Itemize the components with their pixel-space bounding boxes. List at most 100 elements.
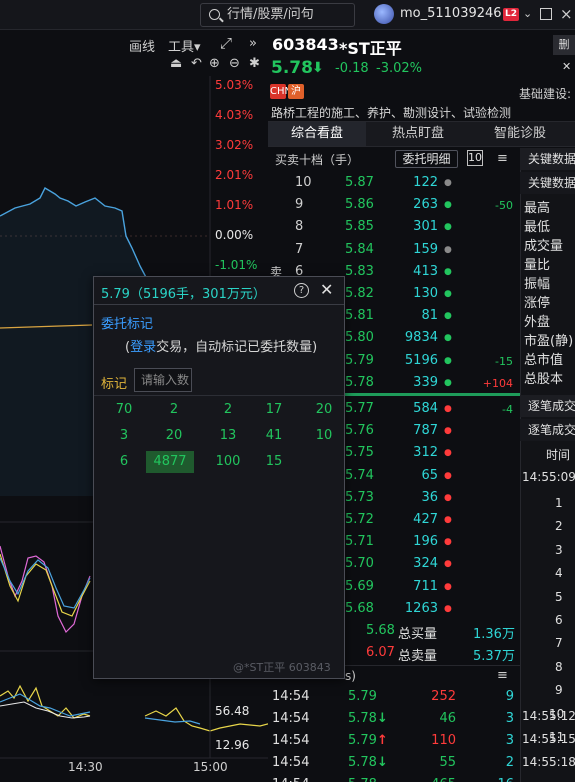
ten-levels-button[interactable]: 10: [467, 150, 483, 166]
avg-price-line: [0, 324, 93, 329]
eject-icon[interactable]: ⏏: [170, 56, 183, 71]
ask-row[interactable]: 7 5.84 159 ●: [268, 239, 520, 261]
stock-name: *ST正平: [339, 39, 402, 58]
bid-row[interactable]: 5.70 324 ●: [268, 553, 520, 575]
total-sell-label: 总卖量: [398, 649, 438, 664]
order-dot-icon: ●: [444, 404, 452, 414]
key-data-header[interactable]: 关键数据: [520, 148, 575, 170]
side-tab[interactable]: 删: [553, 35, 575, 55]
search-icon: [209, 9, 220, 20]
split-cell[interactable]: 2: [223, 402, 233, 417]
order-dot-icon: ●: [444, 377, 452, 388]
avatar[interactable]: [374, 4, 394, 24]
split-cell[interactable]: 41: [265, 428, 283, 443]
bid-ask-divider: [287, 393, 520, 396]
ask-row[interactable]: 6 5.83 413 ●: [268, 261, 520, 283]
tab-hotspot[interactable]: 热点盯盘: [391, 126, 444, 141]
key-data-label: 市盈(静): [524, 334, 574, 349]
expand-icon[interactable]: ⤢: [220, 34, 233, 52]
login-link[interactable]: 登录: [130, 340, 157, 355]
split-cell[interactable]: 3: [119, 428, 129, 443]
tab-overview[interactable]: 综合看盘: [268, 122, 366, 146]
split-cell[interactable]: 15: [265, 454, 283, 469]
split-cell[interactable]: 13: [219, 428, 237, 443]
popup-close-button[interactable]: ✕: [320, 280, 334, 299]
volume-delta: -4: [502, 403, 513, 416]
ask-row[interactable]: 8 5.85 301 ●: [268, 216, 520, 238]
more-icon[interactable]: »: [249, 36, 257, 51]
ask-row[interactable]: 9 5.86 263 ● -50: [268, 194, 520, 216]
market-badges: CHN 沪: [268, 82, 575, 102]
trades-header: s) ≡: [268, 665, 520, 687]
undo-icon[interactable]: ↶: [191, 56, 202, 71]
bid-row[interactable]: 5.76 787 ●: [268, 420, 520, 442]
draw-line-button[interactable]: 画线: [129, 40, 156, 55]
ask-row[interactable]: 10 5.87 122 ●: [268, 172, 520, 194]
search-placeholder: 行情/股票/问句: [227, 7, 314, 22]
order-detail-button[interactable]: 委托明细: [395, 150, 458, 168]
order-dot-icon: ●: [444, 559, 452, 570]
order-volume: 36: [421, 489, 438, 505]
bid-row[interactable]: 5.75 312 ●: [268, 442, 520, 464]
settings-icon[interactable]: ✱: [249, 56, 260, 71]
split-cell[interactable]: 100: [215, 454, 241, 469]
split-cell[interactable]: 6: [119, 454, 129, 469]
order-dot-icon: ●: [444, 222, 452, 233]
bid-row[interactable]: 5.71 196 ●: [268, 531, 520, 553]
order-volume: 65: [421, 467, 438, 483]
order-price: 5.79: [345, 352, 374, 368]
side-collapse-icon[interactable]: ✕: [562, 60, 572, 73]
tick-trades-header[interactable]: 逐笔成交: [520, 395, 575, 417]
chevron-down-icon[interactable]: ⌄: [523, 7, 533, 20]
order-price: 5.83: [345, 263, 374, 279]
order-volume: 130: [413, 286, 438, 301]
zoom-out-icon[interactable]: ⊖: [229, 56, 240, 71]
tick-trades-subheader: 逐笔成交: [520, 419, 575, 441]
close-icon[interactable]: ×: [560, 5, 573, 23]
sector-label[interactable]: 基础建设:: [519, 87, 572, 101]
search-input[interactable]: 行情/股票/问句: [200, 3, 355, 27]
key-data-label: 最高: [524, 201, 551, 216]
tools-menu-button[interactable]: 工具▾: [168, 40, 201, 55]
level-number: 9: [295, 197, 304, 213]
total-buy-row: 5.68 总买量 1.36万: [268, 620, 520, 642]
bid-row[interactable]: 5.74 65 ●: [268, 465, 520, 487]
username[interactable]: mo_511039246: [400, 6, 502, 21]
tab-diagnosis[interactable]: 智能诊股: [493, 126, 546, 141]
split-cell[interactable]: 20: [315, 402, 333, 417]
help-icon[interactable]: ?: [294, 283, 309, 298]
mark-label: 标记: [101, 377, 128, 392]
key-data-label: 总市值: [524, 353, 564, 368]
level-number: 8: [295, 219, 304, 235]
tick-row-number: 1: [555, 496, 563, 510]
bid-row[interactable]: 5.69 711 ●: [268, 576, 520, 598]
order-volume: 584: [413, 401, 438, 416]
order-volume: 81: [421, 308, 438, 324]
popup-separator-2: [94, 395, 344, 396]
menu-icon[interactable]: ≡: [497, 151, 508, 166]
split-cell[interactable]: 10: [315, 428, 333, 443]
key-data-label: 涨停: [524, 296, 551, 311]
split-cell[interactable]: 70: [115, 402, 133, 417]
zoom-in-icon[interactable]: ⊕: [209, 56, 220, 71]
order-dot-icon: ●: [444, 603, 452, 614]
split-cell[interactable]: 20: [165, 428, 183, 443]
percent-label: -1.01%: [215, 258, 258, 272]
order-price: 5.68: [345, 600, 374, 616]
split-cell[interactable]: 17: [265, 402, 283, 417]
bid-row[interactable]: 5.77 584 ● -4: [268, 398, 520, 420]
split-cell-selected[interactable]: 4877: [146, 451, 194, 473]
order-price: 5.76: [345, 423, 374, 439]
bid-row[interactable]: 5.68 1263 ●: [268, 598, 520, 620]
trade-volume: 110: [431, 733, 456, 748]
down-arrow-icon: ⬇: [312, 60, 324, 76]
chart-toolbar: 画线 工具▾ ⤢ »: [0, 30, 268, 58]
trades-menu-icon[interactable]: ≡: [497, 668, 508, 683]
order-dot-icon: ●: [444, 333, 452, 344]
key-data-label: 总股本: [524, 372, 564, 387]
bid-row[interactable]: 5.73 36 ●: [268, 487, 520, 509]
restore-window-icon[interactable]: [540, 8, 552, 20]
bid-row[interactable]: 5.72 427 ●: [268, 509, 520, 531]
mark-input[interactable]: 请输入数: [134, 368, 192, 392]
split-cell[interactable]: 2: [169, 402, 179, 417]
